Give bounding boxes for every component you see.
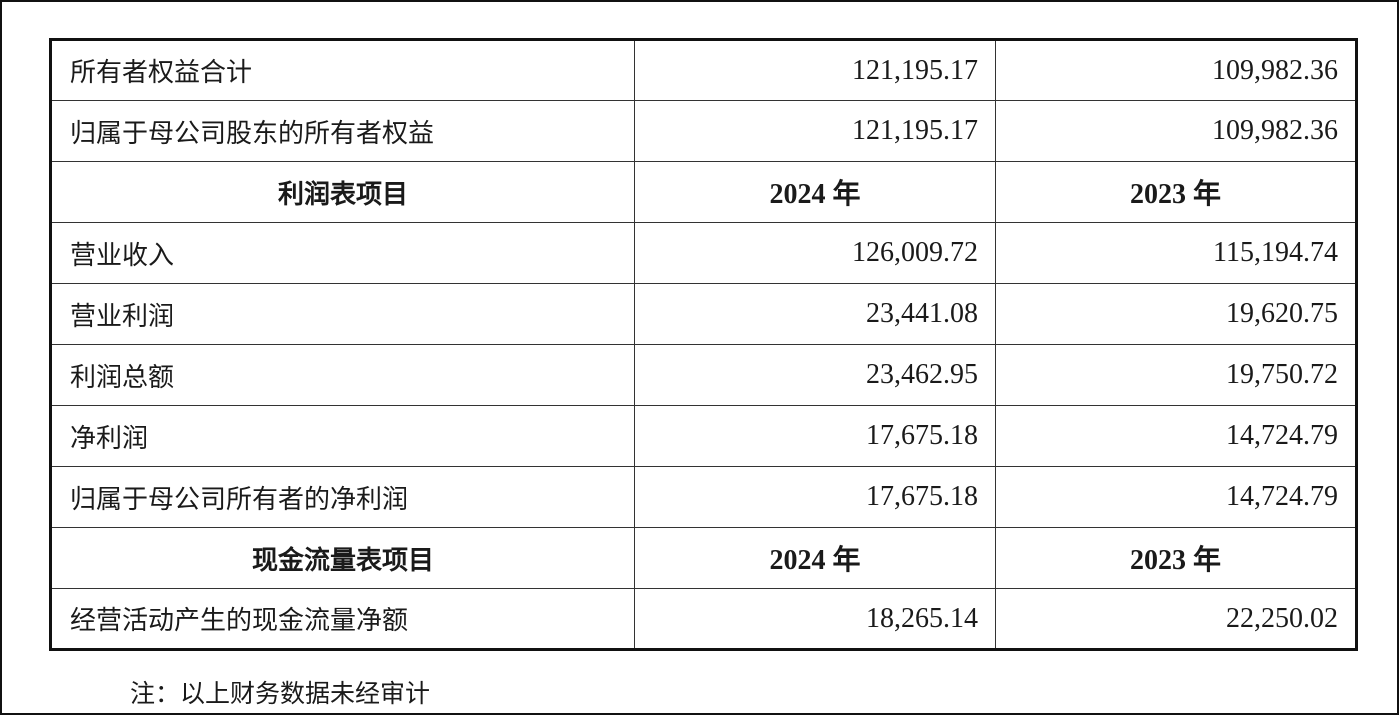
value-2024: 121,195.17 [634,39,996,101]
value-2024: 2024 年 [634,527,996,589]
table-row: 净利润 17,675.18 14,724.79 [50,405,1357,467]
table-row: 归属于母公司股东的所有者权益 121,195.17 109,982.36 [50,100,1357,162]
row-label: 归属于母公司所有者的净利润 [50,466,635,528]
value-2023: 22,250.02 [995,588,1357,650]
row-label: 现金流量表项目 [50,527,635,589]
table-row: 利润总额 23,462.95 19,750.72 [50,344,1357,406]
footnote: 注：以上财务数据未经审计 [130,679,431,708]
value-2023: 109,982.36 [995,39,1357,101]
value-2024: 2024 年 [634,161,996,223]
value-2023: 115,194.74 [995,222,1357,284]
row-label: 归属于母公司股东的所有者权益 [50,100,635,162]
table-row: 营业收入 126,009.72 115,194.74 [50,222,1357,284]
value-2023: 109,982.36 [995,100,1357,162]
value-2024: 121,195.17 [634,100,996,162]
section-header-row: 利润表项目 2024 年 2023 年 [50,161,1357,223]
row-label: 利润表项目 [50,161,635,223]
table-row: 归属于母公司所有者的净利润 17,675.18 14,724.79 [50,466,1357,528]
value-2024: 23,462.95 [634,344,996,406]
value-2023: 2023 年 [995,527,1357,589]
table-row: 所有者权益合计 121,195.17 109,982.36 [50,39,1357,101]
table-row: 营业利润 23,441.08 19,620.75 [50,283,1357,345]
table-row: 经营活动产生的现金流量净额 18,265.14 22,250.02 [50,588,1357,650]
row-label: 营业收入 [50,222,635,284]
value-2024: 17,675.18 [634,466,996,528]
row-label: 净利润 [50,405,635,467]
value-2024: 126,009.72 [634,222,996,284]
value-2023: 19,620.75 [995,283,1357,345]
value-2024: 17,675.18 [634,405,996,467]
value-2023: 14,724.79 [995,466,1357,528]
value-2023: 2023 年 [995,161,1357,223]
value-2024: 18,265.14 [634,588,996,650]
financial-table: 所有者权益合计 121,195.17 109,982.36 归属于母公司股东的所有者权… [49,38,1358,651]
row-label: 经营活动产生的现金流量净额 [50,588,635,650]
section-header-row: 现金流量表项目 2024 年 2023 年 [50,527,1357,589]
row-label: 所有者权益合计 [50,39,635,101]
value-2023: 14,724.79 [995,405,1357,467]
row-label: 利润总额 [50,344,635,406]
value-2024: 23,441.08 [634,283,996,345]
value-2023: 19,750.72 [995,344,1357,406]
row-label: 营业利润 [50,283,635,345]
